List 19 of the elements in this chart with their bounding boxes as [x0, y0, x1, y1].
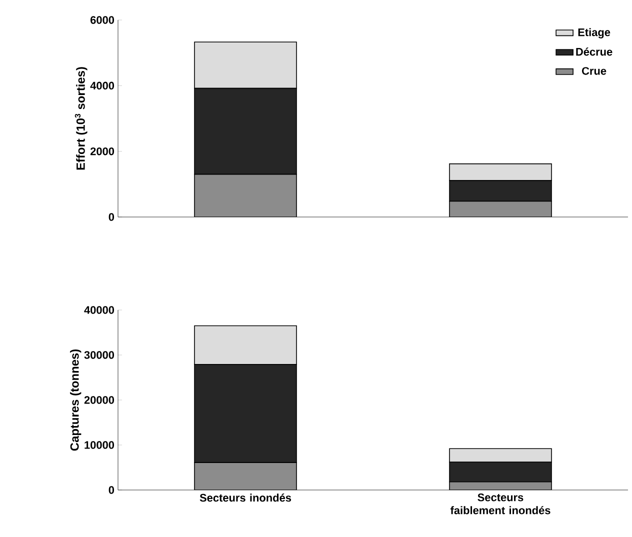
y-tick-label: 0 — [108, 486, 114, 494]
y-tick-label: 10000 — [84, 441, 114, 449]
bar — [194, 462, 297, 490]
x-tick-label: Secteurs inondés — [200, 494, 292, 502]
y-axis-title: Captures (tonnes) — [70, 349, 82, 451]
bar — [449, 200, 552, 217]
y-tick-label: 0 — [108, 213, 114, 221]
y-tick-label: 6000 — [90, 16, 114, 24]
legend-label: Décrue — [576, 48, 612, 56]
y-tick-label: 20000 — [84, 396, 114, 404]
legend-label: Crue — [582, 67, 606, 75]
y-tick-label: 2000 — [90, 147, 114, 156]
bar — [194, 174, 297, 217]
y-axis-title: Effort (10$^{3}$ sorties) — [74, 67, 88, 170]
y-tick-label: 40000 — [84, 306, 114, 314]
y-tick-label: 30000 — [84, 351, 114, 359]
legend-label: Etiage — [578, 28, 610, 38]
x-tick-label: Secteurs faiblement inondés — [450, 494, 550, 514]
y-tick-label: 4000 — [90, 82, 114, 90]
